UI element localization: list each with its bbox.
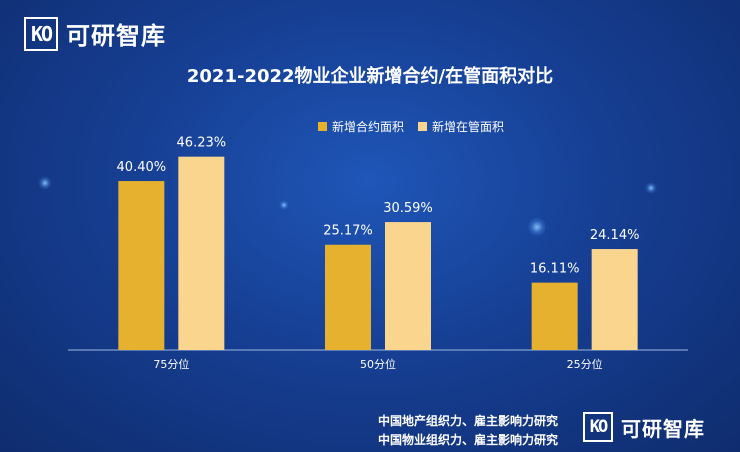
legend-label-series-1: 新增合约面积 — [332, 120, 405, 134]
decorative-glow — [645, 182, 657, 194]
bar-series-2-3 — [591, 249, 638, 350]
bar-series-1-2 — [325, 244, 371, 350]
legend-swatch-series-1 — [318, 122, 327, 131]
data-label-series-2-3: 24.14% — [590, 228, 640, 243]
brand-name: 可研智库 — [66, 22, 166, 50]
brand-logo-mark: KO — [24, 16, 58, 51]
brand-logo-footer: KO 可研智库 — [583, 412, 705, 442]
bar-series-2-1 — [178, 156, 225, 350]
data-label-series-1-1: 40.40% — [117, 160, 167, 175]
legend-label-series-2: 新增在管面积 — [432, 120, 505, 134]
source-note: 中国地产组织力、雇主影响力研究 中国物业组织力、雇主影响力研究 — [378, 412, 558, 450]
data-label-series-1-3: 16.11% — [530, 262, 580, 277]
decorative-glow — [38, 176, 52, 190]
decorative-glow — [527, 217, 547, 237]
data-label-series-1-2: 25.17% — [323, 224, 373, 239]
x-tick-label-1: 75分位 — [153, 357, 189, 371]
chart-title: 2021-2022物业企业新增合约/在管面积对比 — [186, 66, 554, 87]
source-line-2: 中国物业组织力、雇主影响力研究 — [378, 433, 559, 447]
legend-item-series-1: 新增合约面积 — [318, 118, 404, 135]
bar-series-2-2 — [385, 222, 431, 350]
brand-name-footer: 可研智库 — [621, 416, 705, 441]
source-line-1: 中国地产组织力、雇主影响力研究 — [378, 414, 559, 428]
bar-series-1-3 — [531, 282, 578, 350]
chart-legend: 新增合约面积 新增在管面积 — [318, 118, 518, 135]
data-label-series-2-2: 30.59% — [383, 201, 433, 216]
legend-item-series-2: 新增在管面积 — [418, 118, 504, 135]
legend-swatch-series-2 — [418, 122, 428, 131]
decorative-glow — [279, 200, 289, 210]
brand-logo-mark-footer: KO — [583, 412, 613, 442]
bar-series-1-1 — [118, 181, 165, 350]
brand-logo: KO 可研智库 — [24, 16, 166, 51]
x-tick-label-3: 25分位 — [567, 357, 603, 371]
data-label-series-2-1: 46.23% — [177, 136, 227, 151]
x-tick-label-2: 50分位 — [360, 357, 396, 371]
